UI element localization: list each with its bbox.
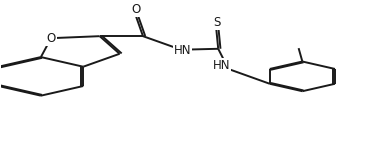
- Text: HN: HN: [213, 59, 230, 72]
- Text: O: O: [132, 3, 141, 16]
- Text: HN: HN: [174, 44, 191, 57]
- Text: S: S: [213, 16, 221, 29]
- Text: O: O: [47, 32, 56, 45]
